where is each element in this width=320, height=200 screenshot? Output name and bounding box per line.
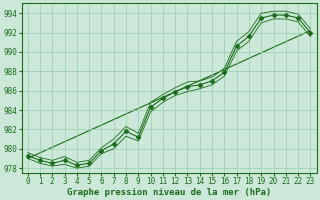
X-axis label: Graphe pression niveau de la mer (hPa): Graphe pression niveau de la mer (hPa) xyxy=(67,188,271,197)
